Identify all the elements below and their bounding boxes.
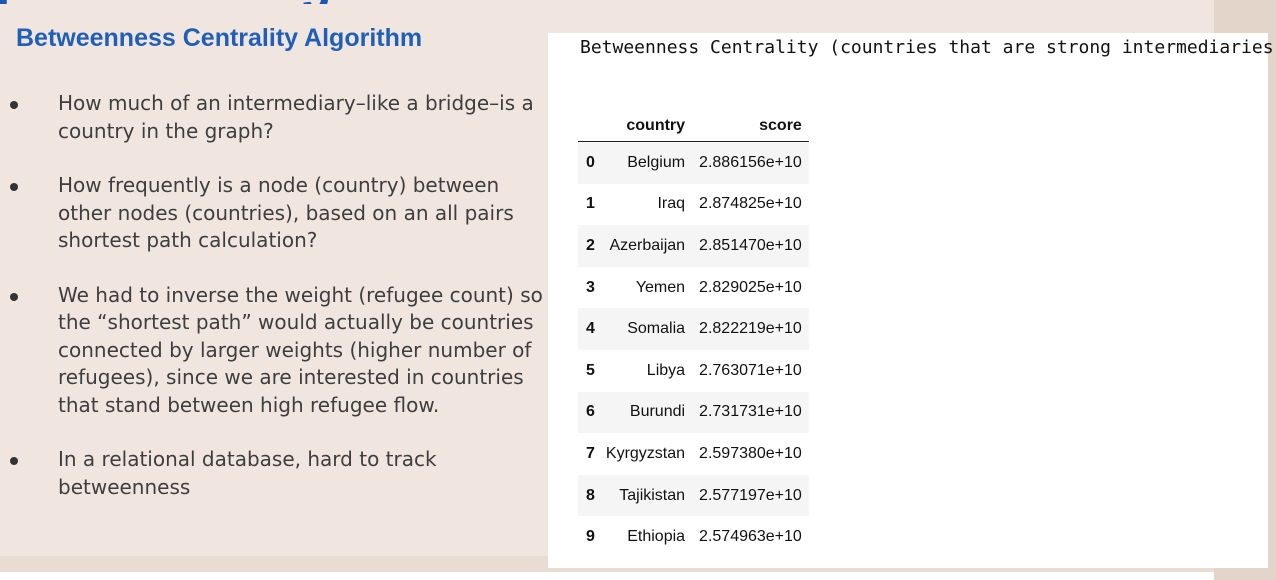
bullet-dot-icon: [10, 183, 18, 191]
country-cell: Ethiopia: [627, 528, 686, 546]
score-cell: 2.574963e+10: [699, 528, 802, 546]
country-cell: Burundi: [598, 391, 693, 434]
row-index: 9: [586, 528, 595, 546]
notebook-output-panel: Betweenness Centrality (countries that a…: [548, 33, 1276, 568]
table-row: 7 Kyrgyzstan 2.597380e+10: [578, 433, 809, 475]
score-cell: 2.763071e+10: [699, 361, 802, 379]
column-header-score: score: [692, 111, 809, 142]
row-index: 8: [578, 474, 599, 517]
table-row: 5 Libya 2.763071e+10: [578, 350, 809, 392]
score-cell: 2.731731e+10: [692, 391, 809, 434]
row-index: 3: [586, 278, 595, 296]
column-header-country: country: [598, 111, 693, 142]
bullet-item: How much of an intermediary–like a bridg…: [0, 90, 545, 145]
section-subtitle: Betweenness Centrality Algorithm: [16, 24, 423, 52]
row-index: 1: [586, 195, 595, 213]
row-index: 5: [586, 361, 595, 379]
bullet-text: How frequently is a node (country) betwe…: [58, 173, 514, 252]
country-cell: Tajikistan: [598, 474, 693, 517]
row-index: 0: [578, 141, 599, 184]
bullet-item: In a relational database, hard to track …: [0, 446, 545, 501]
results-table: country score 0 Belgium 2.886156e+10 1 Iraq…: [578, 111, 809, 558]
table-row: 6 Burundi 2.731731e+10: [578, 391, 809, 434]
score-cell: 2.597380e+10: [699, 444, 802, 462]
table-row: 4 Somalia 2.822219e+10: [578, 308, 809, 350]
table-row: 2 Azerbaijan 2.851470e+10: [578, 225, 809, 267]
bullet-list: How much of an intermediary–like a bridg…: [0, 90, 545, 528]
table-row: 8 Tajikistan 2.577197e+10: [578, 474, 809, 517]
score-cell: 2.874825e+10: [699, 195, 802, 213]
score-cell: 2.829025e+10: [699, 278, 802, 296]
country-cell: Iraq: [657, 195, 686, 213]
score-cell: 2.822219e+10: [692, 308, 809, 350]
country-cell: Somalia: [598, 308, 693, 350]
country-cell: Azerbaijan: [598, 225, 693, 267]
country-cell: Yemen: [635, 278, 686, 296]
country-cell: Libya: [646, 361, 686, 379]
score-cell: 2.886156e+10: [692, 141, 809, 184]
clipped-title-fragment: p g: [0, 0, 330, 4]
table-row: 1 Iraq 2.874825e+10: [578, 184, 809, 226]
row-index: 7: [586, 444, 595, 462]
bullet-item: How frequently is a node (country) betwe…: [0, 172, 545, 255]
table-row: 0 Belgium 2.886156e+10: [578, 141, 809, 184]
bullet-dot-icon: [10, 101, 18, 109]
table-row: 9 Ethiopia 2.574963e+10: [578, 516, 809, 558]
score-cell: 2.851470e+10: [692, 225, 809, 267]
score-cell: 2.577197e+10: [692, 474, 809, 517]
table-row: 3 Yemen 2.829025e+10: [578, 267, 809, 309]
row-index: 2: [578, 225, 599, 267]
country-cell: Kyrgyzstan: [605, 444, 686, 462]
bullet-dot-icon: [10, 457, 18, 465]
table-header-row: country score: [578, 111, 809, 142]
bullet-dot-icon: [10, 292, 18, 301]
bullet-text: We had to inverse the weight (refugee co…: [58, 282, 543, 417]
row-index: 6: [578, 391, 599, 434]
index-header: [578, 111, 599, 142]
bullet-item: We had to inverse the weight (refugee co…: [0, 282, 545, 420]
bullet-text: How much of an intermediary–like a bridg…: [58, 91, 534, 143]
country-cell: Belgium: [598, 141, 693, 184]
row-index: 4: [578, 308, 599, 350]
output-title: Betweenness Centrality (countries that a…: [580, 37, 1276, 58]
bullet-text: In a relational database, hard to track …: [58, 447, 437, 499]
